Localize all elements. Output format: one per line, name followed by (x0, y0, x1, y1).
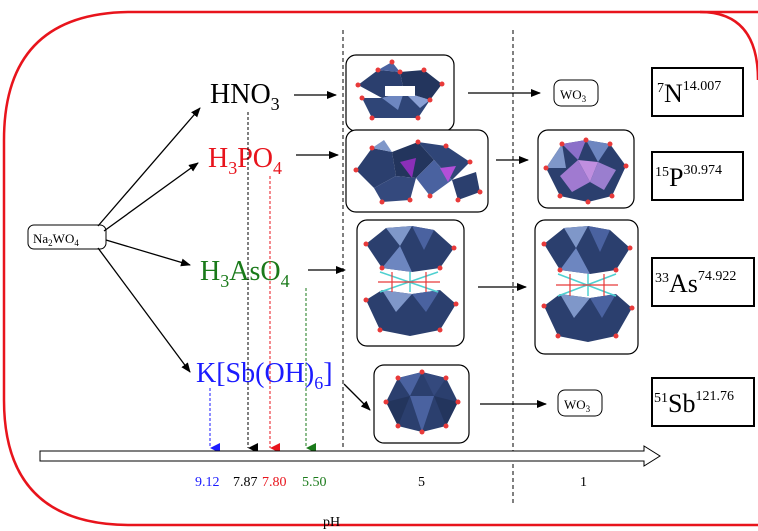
tick-label-5: 5 (418, 475, 425, 490)
ph-axis-arrow (39, 445, 661, 467)
start-compound: Na2WO4 (27, 224, 107, 250)
reagent-hno3: HNO3 (210, 79, 280, 114)
reagent-h3po4: H3PO4 (208, 143, 282, 178)
tick-label-912: 9.12 (195, 475, 220, 490)
svg-text:51Sb121.76: 51Sb121.76 (654, 389, 734, 418)
reagent-h3aso4: H3AsO4 (200, 256, 290, 291)
element-box-sb: 51Sb121.76 (651, 377, 755, 427)
arrow-to-ksb (97, 247, 191, 373)
product-wo3-top: WO3 (553, 79, 599, 107)
svg-text:WO3: WO3 (560, 87, 587, 104)
element-box-as: 33As74.922 (651, 257, 755, 307)
element-box-p: 15P30.974 (651, 151, 744, 201)
svg-text:7N14.007: 7N14.007 (657, 79, 721, 108)
element-box-n: 7N14.007 (651, 67, 744, 117)
tick-label-780: 7.80 (262, 475, 287, 490)
arrow-ksb-to-structure (343, 383, 371, 411)
structure-p-wo-right (537, 129, 635, 209)
axis-label-ph: pH (323, 515, 340, 530)
tick-label-1: 1 (580, 475, 587, 490)
red-frame-right (699, 10, 758, 81)
arrow-to-h3aso4 (105, 239, 191, 267)
arrow-to-h3po4 (103, 162, 199, 232)
arrow-to-hno3 (97, 107, 201, 227)
svg-text:15P30.974: 15P30.974 (655, 163, 722, 192)
svg-text:WO3: WO3 (564, 397, 591, 414)
svg-text:33As74.922: 33As74.922 (655, 269, 736, 298)
tick-label-550: 5.50 (302, 475, 327, 490)
structure-p-wo-left (345, 129, 489, 213)
svg-text:Na2WO4: Na2WO4 (33, 231, 79, 248)
structure-n-wo (345, 54, 455, 132)
structure-sb-wo (373, 364, 470, 444)
red-frame (2, 10, 758, 527)
reagent-ksb: K[Sb(OH)6] (196, 358, 333, 393)
product-wo3-bottom: WO3 (557, 389, 603, 417)
tick-label-787: 7.87 (233, 475, 258, 490)
structure-as-wo-left (356, 219, 465, 347)
structure-as-wo-right (534, 219, 639, 355)
